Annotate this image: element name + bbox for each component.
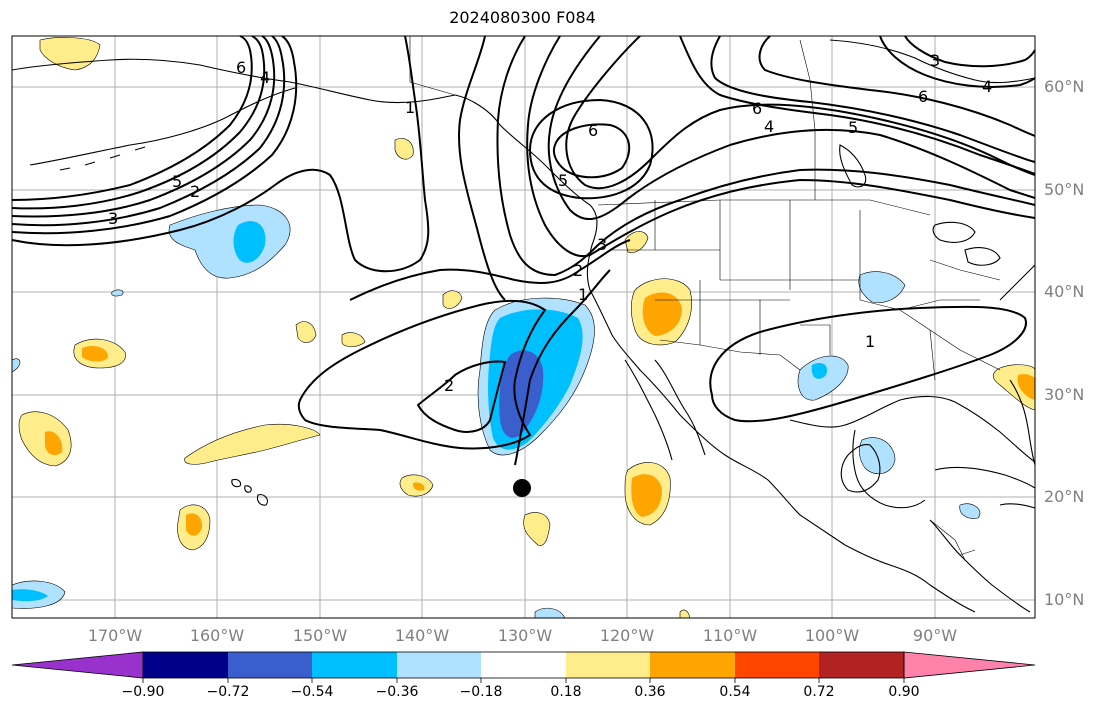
lon-label: 140°W xyxy=(394,626,450,645)
contour-label-group: 6 4 5 2 3 1 6 6 4 5 5 3 2 1 2 1 3 4 6 xyxy=(108,51,992,395)
lat-label: 20°N xyxy=(1044,487,1085,506)
colorbar-segment xyxy=(650,652,735,678)
lon-label: 150°W xyxy=(292,626,348,645)
colorbar-segment xyxy=(566,652,650,678)
lon-label: 160°W xyxy=(189,626,245,645)
colorbar-tick-label: 0.90 xyxy=(888,684,920,700)
contour-label: 4 xyxy=(982,77,992,96)
lon-label: 90°W xyxy=(912,626,958,645)
colorbar-segment xyxy=(481,652,566,678)
contour-label: 2 xyxy=(190,182,200,201)
negative-anomaly-region xyxy=(797,355,849,401)
colorbar-tick-label: −0.54 xyxy=(290,684,334,700)
contour-label: 5 xyxy=(558,171,568,190)
coastlines xyxy=(11,39,1036,613)
height-contours xyxy=(11,35,1036,466)
lat-label: 10°N xyxy=(1044,590,1085,609)
colorbar-tick-label: −0.72 xyxy=(206,684,250,700)
lat-label: 50°N xyxy=(1044,180,1085,199)
contour-label: 3 xyxy=(108,209,118,228)
colorbar-extend-high xyxy=(903,651,1036,679)
contour-label: 5 xyxy=(848,118,858,137)
contour-label: 1 xyxy=(405,98,415,117)
positive-anomaly-region xyxy=(394,138,414,160)
contour-label: 2 xyxy=(444,376,454,395)
lon-label: 100°W xyxy=(804,626,860,645)
lon-label: 170°W xyxy=(87,626,143,645)
positive-anomaly-region xyxy=(295,321,317,343)
contour-label: 6 xyxy=(588,121,598,140)
contour-label: 1 xyxy=(865,332,875,351)
map-title: 2024080300 F084 xyxy=(449,8,596,27)
lon-label: 110°W xyxy=(702,626,758,645)
lat-label: 30°N xyxy=(1044,385,1085,404)
colorbar xyxy=(11,651,1036,683)
colorbar-tick-label: 0.54 xyxy=(719,684,751,700)
positive-anomaly-region xyxy=(442,290,463,309)
negative-anomaly-region xyxy=(858,271,906,303)
colorbar-extend-low xyxy=(11,651,144,679)
positive-anomaly-region xyxy=(341,332,366,347)
contour-label: 4 xyxy=(260,68,270,87)
contour-label: 3 xyxy=(930,51,940,70)
positive-anomaly-region xyxy=(523,512,551,546)
contour-label: 1 xyxy=(578,285,588,304)
contour-label: 2 xyxy=(573,261,583,280)
lat-lon-grid xyxy=(12,36,1035,618)
contour-label: 6 xyxy=(918,87,928,106)
colorbar-tick-label: −0.90 xyxy=(121,684,165,700)
colorbar-segment xyxy=(397,652,481,678)
positive-anomaly-region xyxy=(184,423,321,465)
map-frame xyxy=(11,35,1036,619)
lon-label: 130°W xyxy=(497,626,553,645)
contour-label: 4 xyxy=(764,117,774,136)
storm-location-marker xyxy=(513,479,531,497)
colorbar-segment xyxy=(143,652,228,678)
contour-label: 6 xyxy=(236,58,246,77)
colorbar-segment xyxy=(228,652,312,678)
contour-label: 5 xyxy=(172,172,182,191)
lon-label: 120°W xyxy=(599,626,655,645)
colorbar-tick-label: −0.18 xyxy=(459,684,503,700)
colorbar-tick-label: 0.36 xyxy=(634,684,666,700)
colorbar-segment xyxy=(312,652,397,678)
contour-label: 6 xyxy=(752,99,762,118)
lat-label: 60°N xyxy=(1044,77,1085,96)
colorbar-tick-label: −0.36 xyxy=(375,684,419,700)
colorbar-segment xyxy=(819,652,904,678)
positive-anomaly-region xyxy=(624,231,649,253)
colorbar-tick-label: 0.72 xyxy=(803,684,835,700)
contour-label: 3 xyxy=(597,235,607,254)
colorbar-segment xyxy=(735,652,819,678)
colorbar-tick-label: 0.18 xyxy=(550,684,582,700)
anomaly-shading xyxy=(11,37,1036,619)
lat-label: 40°N xyxy=(1044,282,1085,301)
